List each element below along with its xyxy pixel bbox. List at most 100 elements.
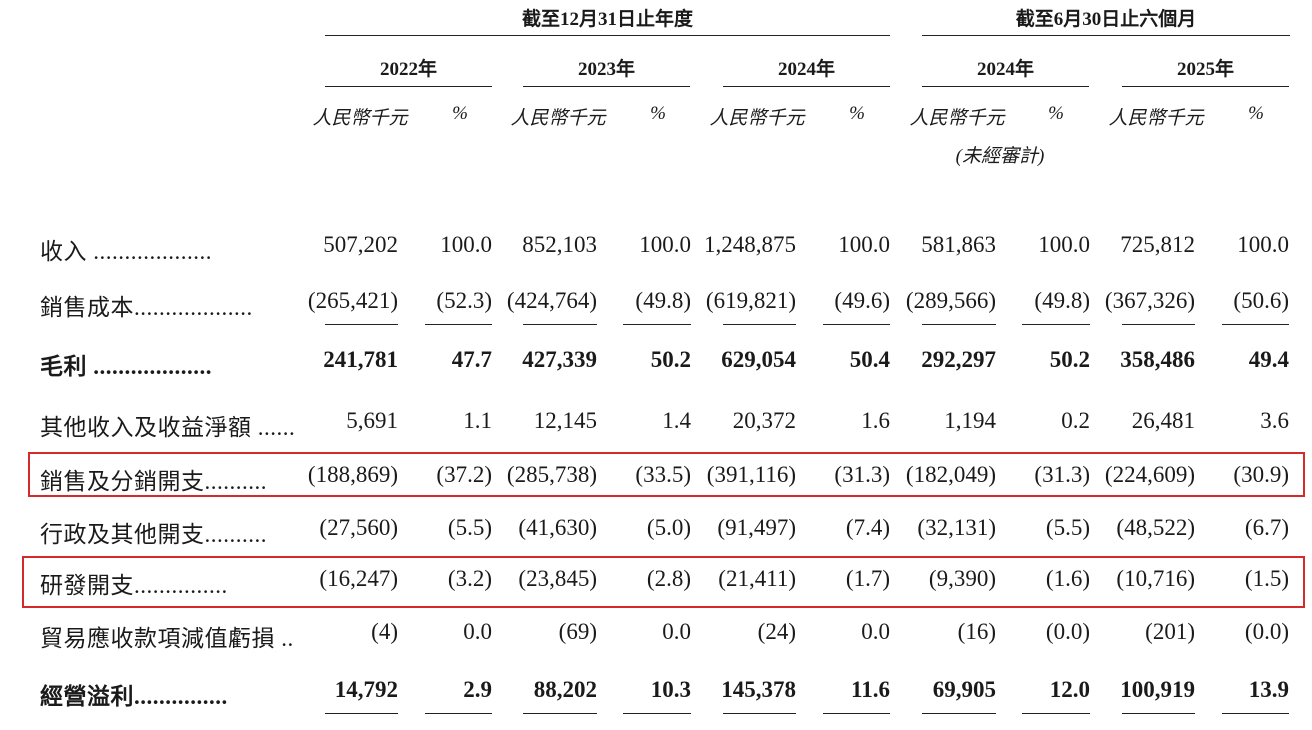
subtotal-rule	[325, 324, 398, 325]
table-cell: (424,764)	[506, 288, 597, 313]
row-label: 行政及其他開支..........	[40, 522, 267, 547]
year-header-2022: 2022年	[379, 59, 437, 80]
row-label: 其他收入及收益淨額 ......	[40, 415, 295, 440]
table-cell: (52.3)	[436, 288, 492, 313]
table-cell: 0.0	[662, 619, 691, 644]
table-cell: 88,202	[533, 677, 597, 702]
row-label: 研發開支...............	[40, 573, 228, 598]
table-cell: 100,919	[1120, 677, 1195, 702]
year-rule-2022	[325, 86, 492, 87]
table-cell: (182,049)	[905, 462, 996, 487]
table-cell: 1,194	[944, 408, 996, 433]
table-cell: (21,411)	[718, 566, 796, 591]
subtotal-rule	[922, 324, 996, 325]
table-cell: (1.6)	[1045, 566, 1090, 591]
table-cell: (33.5)	[635, 462, 691, 487]
table-cell: (50.6)	[1233, 288, 1289, 313]
table-cell: 49.4	[1248, 347, 1289, 372]
table-cell: 50.2	[650, 347, 691, 372]
table-cell: (32,131)	[917, 515, 996, 540]
table-cell: 852,103	[522, 232, 597, 257]
unit-pct-2023: %	[650, 103, 666, 124]
table-cell: 50.4	[849, 347, 890, 372]
table-cell: (6.7)	[1244, 515, 1289, 540]
row-label: 收入 ...................	[40, 239, 212, 264]
subtotal-rule	[1222, 713, 1289, 714]
table-cell: (27,560)	[319, 515, 398, 540]
highlight-box-selling-distribution	[28, 452, 1305, 497]
group-header-six-months: 截至6月30日止六個月	[1015, 9, 1197, 30]
table-cell: (23,845)	[518, 566, 597, 591]
year-header-2024-h1: 2024年	[976, 59, 1034, 80]
table-cell: 2.9	[463, 677, 492, 702]
table-cell: 13.9	[1248, 677, 1289, 702]
table-cell: (69)	[558, 619, 597, 644]
table-cell: (5.0)	[646, 515, 691, 540]
unit-pct-2025-h1: %	[1248, 103, 1264, 124]
row-label: 銷售成本...................	[40, 295, 253, 320]
table-cell: 1,248,875	[704, 232, 796, 257]
table-cell: (10,716)	[1116, 566, 1195, 591]
table-cell: 100.0	[639, 232, 691, 257]
table-cell: (1.7)	[845, 566, 890, 591]
row-label: 毛利 ...................	[40, 354, 212, 379]
table-cell: (0.0)	[1244, 619, 1289, 644]
table-cell: 1.6	[861, 408, 890, 433]
table-cell: 427,339	[522, 347, 597, 372]
table-cell: (48,522)	[1116, 515, 1195, 540]
table-cell: (285,738)	[506, 462, 597, 487]
table-cell: 12,145	[533, 408, 597, 433]
table-cell: (31.3)	[834, 462, 890, 487]
table-cell: 5,691	[346, 408, 398, 433]
table-cell: (5.5)	[447, 515, 492, 540]
table-cell: (4)	[371, 619, 398, 644]
table-cell: 292,297	[921, 347, 996, 372]
subtotal-rule	[1222, 324, 1289, 325]
subtotal-rule	[623, 324, 691, 325]
table-cell: 241,781	[323, 347, 398, 372]
table-cell: (201)	[1145, 619, 1195, 644]
table-cell: 629,054	[721, 347, 796, 372]
table-cell: 1.1	[463, 408, 492, 433]
table-cell: (49.6)	[834, 288, 890, 313]
year-rule-2024-h1	[922, 86, 1089, 87]
table-cell: (41,630)	[518, 515, 597, 540]
table-cell: 1.4	[662, 408, 691, 433]
subtotal-rule	[1022, 324, 1090, 325]
table-cell: (91,497)	[717, 515, 796, 540]
subtotal-rule	[523, 324, 597, 325]
table-cell: (9,390)	[928, 566, 996, 591]
table-cell: (2.8)	[646, 566, 691, 591]
table-cell: (37.2)	[436, 462, 492, 487]
table-cell: (0.0)	[1045, 619, 1090, 644]
unit-amount-2024-fy: 人民幣千元	[709, 108, 805, 129]
table-cell: 12.0	[1049, 677, 1090, 702]
subtotal-rule	[425, 713, 492, 714]
subtotal-rule	[425, 324, 492, 325]
table-cell: (31.3)	[1034, 462, 1090, 487]
table-cell: (49.8)	[1034, 288, 1090, 313]
group-header-full-year: 截至12月31日止年度	[521, 9, 693, 30]
table-cell: 10.3	[650, 677, 691, 702]
table-cell: (224,609)	[1104, 462, 1195, 487]
table-cell: 20,372	[732, 408, 796, 433]
table-cell: (49.8)	[635, 288, 691, 313]
table-cell: 0.0	[463, 619, 492, 644]
table-cell: 47.7	[451, 347, 492, 372]
table-cell: (1.5)	[1244, 566, 1289, 591]
table-cell: 26,481	[1131, 408, 1195, 433]
table-cell: 0.2	[1061, 408, 1090, 433]
table-cell: (619,821)	[705, 288, 796, 313]
row-label: 貿易應收款項減值虧損 ....	[40, 626, 295, 651]
table-cell: 0.0	[861, 619, 890, 644]
row-label: 銷售及分銷開支..........	[40, 469, 267, 494]
table-cell: (289,566)	[905, 288, 996, 313]
year-header-2023: 2023年	[577, 59, 635, 80]
unaudited-note: (未經審計)	[955, 146, 1045, 167]
table-cell: (367,326)	[1104, 288, 1195, 313]
table-cell: (3.2)	[447, 566, 492, 591]
table-cell: 3.6	[1260, 408, 1289, 433]
table-cell: 11.6	[851, 677, 890, 702]
subtotal-rule	[1122, 324, 1195, 325]
table-cell: (16,247)	[319, 566, 398, 591]
